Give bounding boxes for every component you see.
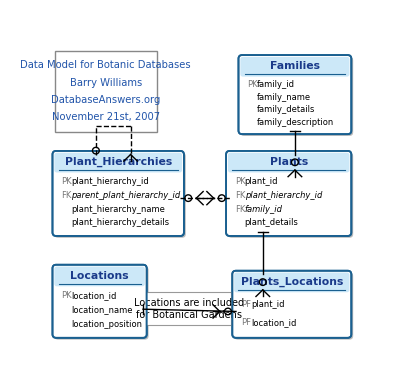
Text: family_details: family_details xyxy=(257,105,316,114)
Text: Locations are included
for Botanical Gardens: Locations are included for Botanical Gar… xyxy=(134,298,244,320)
Text: plant_details: plant_details xyxy=(245,219,298,228)
Text: Barry Williams: Barry Williams xyxy=(70,78,142,88)
Text: location_id: location_id xyxy=(71,291,116,300)
Text: PF: PF xyxy=(241,318,251,327)
Text: location_id: location_id xyxy=(251,318,296,327)
Text: PK: PK xyxy=(247,80,258,89)
FancyBboxPatch shape xyxy=(54,266,148,340)
Text: PK: PK xyxy=(61,291,72,300)
Text: DatabaseAnswers.org: DatabaseAnswers.org xyxy=(51,95,160,105)
FancyBboxPatch shape xyxy=(240,57,353,136)
FancyBboxPatch shape xyxy=(234,273,350,292)
Text: PK: PK xyxy=(235,177,245,186)
FancyBboxPatch shape xyxy=(232,271,351,338)
FancyBboxPatch shape xyxy=(52,265,147,338)
FancyBboxPatch shape xyxy=(52,151,184,236)
Text: Families: Families xyxy=(270,61,320,72)
FancyBboxPatch shape xyxy=(234,273,353,340)
FancyBboxPatch shape xyxy=(238,55,351,134)
FancyBboxPatch shape xyxy=(228,153,353,238)
Text: family_description: family_description xyxy=(257,117,334,126)
FancyBboxPatch shape xyxy=(240,57,350,77)
Text: FK: FK xyxy=(235,205,245,214)
Text: plant_hierarchy_details: plant_hierarchy_details xyxy=(71,219,169,228)
Text: FK: FK xyxy=(235,191,245,200)
Text: Data Model for Botanic Databases: Data Model for Botanic Databases xyxy=(20,60,191,70)
Text: November 21st, 2007: November 21st, 2007 xyxy=(52,112,160,123)
Text: family_id: family_id xyxy=(257,80,295,89)
Text: PF: PF xyxy=(241,300,251,309)
FancyBboxPatch shape xyxy=(54,266,145,286)
FancyBboxPatch shape xyxy=(226,151,351,236)
Text: Plants_Locations: Plants_Locations xyxy=(241,277,343,287)
FancyBboxPatch shape xyxy=(228,153,350,172)
Text: plant_id: plant_id xyxy=(251,300,284,309)
Text: plant_hierarchy_name: plant_hierarchy_name xyxy=(71,205,165,214)
Text: family_id: family_id xyxy=(245,205,283,214)
Text: PK: PK xyxy=(61,177,72,186)
Text: plant_hierarchy_id: plant_hierarchy_id xyxy=(245,191,322,200)
FancyBboxPatch shape xyxy=(55,51,157,132)
Text: location_name: location_name xyxy=(71,306,132,315)
Text: plant_hierarchy_id: plant_hierarchy_id xyxy=(71,177,149,186)
Text: Plants: Plants xyxy=(270,157,308,167)
Text: family_name: family_name xyxy=(257,93,311,102)
Text: parent_plant_hierarchy_id: parent_plant_hierarchy_id xyxy=(71,191,180,200)
Text: Plant_Hierarchies: Plant_Hierarchies xyxy=(64,157,172,167)
Text: plant_id: plant_id xyxy=(245,177,278,186)
Text: Locations: Locations xyxy=(70,271,129,281)
FancyBboxPatch shape xyxy=(54,153,182,172)
Text: location_position: location_position xyxy=(71,320,142,329)
FancyBboxPatch shape xyxy=(54,153,186,238)
Text: FK: FK xyxy=(61,191,72,200)
FancyBboxPatch shape xyxy=(146,292,231,325)
